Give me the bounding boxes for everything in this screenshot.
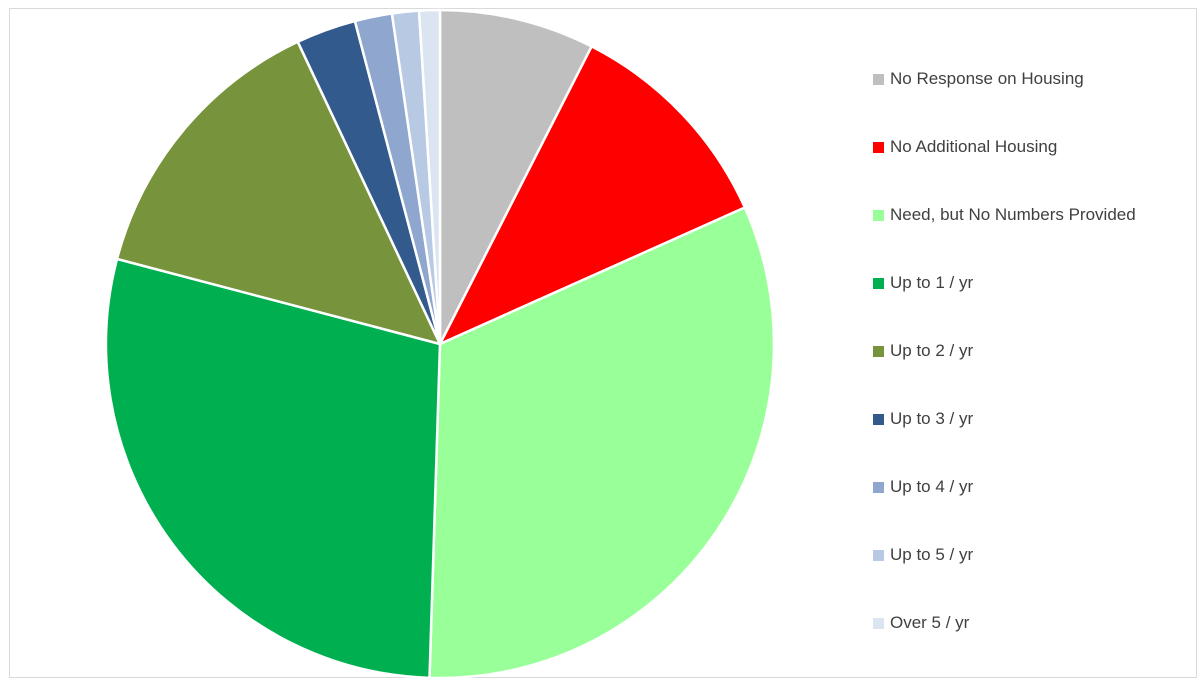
legend-item: Up to 3 / yr bbox=[873, 407, 1198, 475]
legend-swatch bbox=[873, 142, 884, 153]
legend-label: No Additional Housing bbox=[890, 137, 1058, 156]
legend-swatch bbox=[873, 482, 884, 493]
pie-slice bbox=[115, 40, 442, 346]
pie-slice bbox=[104, 257, 442, 680]
legend-label: Over 5 / yr bbox=[890, 613, 970, 632]
legend-item: Need, but No Numbers Provided bbox=[873, 203, 1198, 271]
legend-label: Up to 3 / yr bbox=[890, 409, 974, 428]
pie-slice bbox=[428, 206, 776, 680]
legend-label: Up to 1 / yr bbox=[890, 273, 974, 292]
legend-item: No Response on Housing bbox=[873, 67, 1198, 135]
legend-swatch bbox=[873, 618, 884, 629]
legend-swatch bbox=[873, 74, 884, 85]
legend-swatch bbox=[873, 414, 884, 425]
legend-label: No Response on Housing bbox=[890, 69, 1084, 88]
legend-label: Need, but No Numbers Provided bbox=[890, 205, 1136, 224]
legend: No Response on Housing No Additional Hous… bbox=[873, 67, 1198, 679]
legend-label: Up to 2 / yr bbox=[890, 341, 974, 360]
legend-item: Up to 5 / yr bbox=[873, 543, 1198, 611]
legend-swatch bbox=[873, 550, 884, 561]
legend-swatch bbox=[873, 278, 884, 289]
legend-label: Up to 4 / yr bbox=[890, 477, 974, 496]
legend-item: Up to 2 / yr bbox=[873, 339, 1198, 407]
legend-item: Over 5 / yr bbox=[873, 611, 1198, 679]
legend-item: Up to 1 / yr bbox=[873, 271, 1198, 339]
legend-swatch bbox=[873, 346, 884, 357]
pie-slice bbox=[438, 8, 593, 346]
legend-item: Up to 4 / yr bbox=[873, 475, 1198, 543]
legend-item: No Additional Housing bbox=[873, 135, 1198, 203]
legend-label: Up to 5 / yr bbox=[890, 545, 974, 564]
legend-swatch bbox=[873, 210, 884, 221]
pie-slice bbox=[438, 45, 747, 346]
pie-slice bbox=[417, 8, 442, 346]
